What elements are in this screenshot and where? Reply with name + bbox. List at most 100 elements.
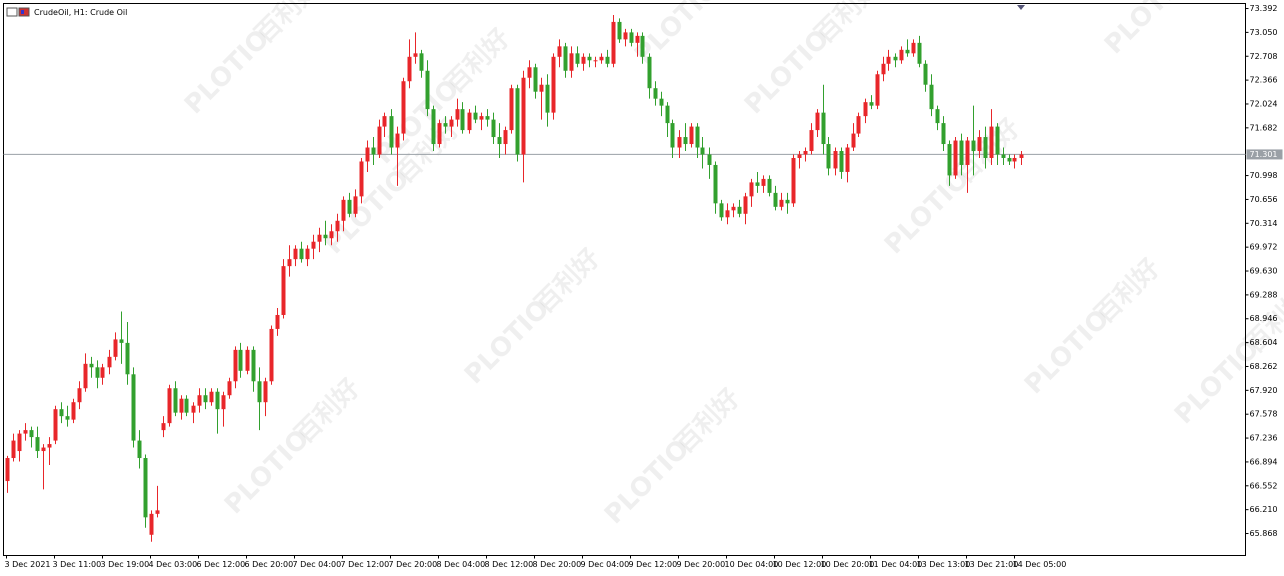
candle-body [221,395,226,410]
x-tick-label: 13 Dec 13:00 [917,560,971,569]
candle-body [485,116,490,120]
candle-body [425,70,430,110]
candle-body [281,266,286,315]
y-tick-label: 71.682 [1250,123,1278,132]
x-tick-label: 6 Dec 20:00 [245,560,294,569]
candle-body [983,137,988,158]
candle-body [953,140,958,176]
period-marker [1017,5,1025,10]
candle-body [71,402,76,420]
candle-body [737,206,742,214]
x-tick-label: 8 Dec 04:00 [437,560,486,569]
candle-body [533,67,538,92]
candle-body [227,381,232,396]
candle-body [125,342,130,375]
candle-body [323,234,328,239]
candle-body [779,199,784,207]
candle-body [359,161,364,197]
plot-frame [3,3,1246,556]
candle-body [713,164,718,204]
y-tick-label: 67.920 [1250,386,1278,395]
x-tick-label: 10 Dec 04:00 [725,560,779,569]
candle-body [995,126,1000,155]
candle-body [197,395,202,406]
candle-body [670,123,675,148]
x-tick-label: 8 Dec 12:00 [485,560,534,569]
chart-title: CrudeOil, H1: Crude Oil [34,8,127,17]
candle-body [935,109,940,124]
candle-body [17,433,22,452]
candle-body [719,203,724,218]
candle-body [353,196,358,214]
y-tick-label: 68.262 [1250,362,1278,371]
candle-body [797,154,802,158]
y-tick-label: 67.236 [1250,434,1278,443]
candle-body [77,388,82,403]
candle-body [107,356,112,368]
candle-body [959,140,964,165]
x-tick-label: 7 Dec 20:00 [389,560,438,569]
candle-body [413,53,418,57]
candle-body [905,49,910,54]
candle-body [35,437,40,452]
candle-body [5,458,10,482]
candle-body [539,84,544,92]
y-tick-label: 66.894 [1250,457,1278,466]
candle-body [245,349,250,371]
candle-body [293,248,298,260]
x-tick-label: 10 Dec 12:00 [773,560,827,569]
x-tick-label: 14 Dec 05:00 [1013,560,1067,569]
x-tick-label: 7 Dec 04:00 [293,560,342,569]
x-tick-label: 9 Dec 04:00 [581,560,630,569]
candle-body [467,112,472,131]
candle-body [707,154,712,165]
candle-body [563,46,568,71]
candle-body [53,409,58,441]
candle-body [743,196,748,214]
candle-body [29,430,34,438]
candle-body [761,178,766,186]
candle-body [635,35,640,43]
candle-body [209,391,214,403]
candle-body [341,199,346,221]
candle-body [845,147,850,172]
candle-body [119,339,124,343]
candle-body [725,210,730,218]
candle-body [479,116,484,120]
candle-body [791,157,796,204]
candle-body [869,102,874,106]
candle-body [449,119,454,127]
candle-body [11,440,16,459]
candle-body [389,116,394,148]
candle-body [509,88,514,131]
candle-body [749,182,754,197]
candle-body [575,53,580,64]
candle-body [65,416,70,420]
candle-body [773,192,778,207]
candle-body [917,42,922,64]
candle-body [167,388,172,424]
candle-body [275,314,280,329]
candle-body [689,126,694,145]
candle-body [137,440,142,459]
candle-body [395,133,400,148]
candle-body [203,395,208,403]
candle-body [545,84,550,113]
candle-body [47,444,52,448]
candle-body [460,109,465,131]
candle-body [371,147,376,155]
candle-body [899,49,904,61]
candle-body [155,510,160,514]
x-tick-label: 13 Dec 21:00 [965,560,1019,569]
candle-body [821,112,826,145]
candle-body [215,391,220,410]
candle-body [173,388,178,413]
candle-body [407,56,412,82]
candle-body [647,56,652,89]
y-tick-label: 70.998 [1250,171,1278,180]
y-tick-label: 72.366 [1250,76,1278,85]
candle-body [365,147,370,162]
candle-body [623,32,628,40]
candle-body [587,56,592,61]
